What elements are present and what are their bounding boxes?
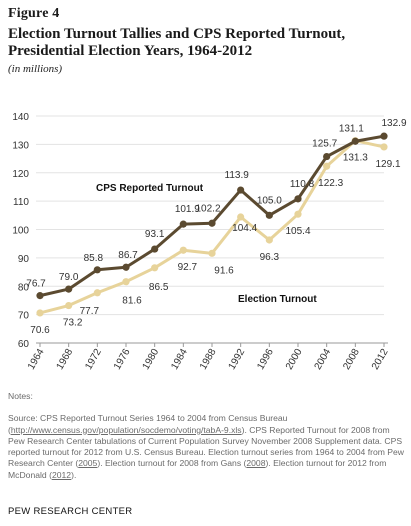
y-tick-label: 70 — [18, 311, 30, 322]
cps-point — [323, 152, 331, 161]
cps-point — [380, 132, 388, 140]
cps-point — [265, 211, 273, 219]
y-tick-label: 110 — [13, 197, 29, 208]
y-tick-label: 80 — [18, 282, 30, 293]
cps-data-label: 85.8 — [84, 253, 104, 264]
election-data-label: 70.6 — [30, 325, 50, 336]
source-link-census[interactable]: http://www.census.gov/population/socdemo… — [10, 424, 242, 435]
cps-point — [122, 263, 130, 271]
line-chart: 60 70 80 90 100 110 120 130 140 1964 1968 1972 1976 1… — [12, 112, 407, 372]
cps-point — [36, 292, 44, 300]
x-tick-label: 2008 — [341, 347, 362, 372]
election-data-label: 73.2 — [63, 318, 83, 329]
election-data-label: 131.3 — [343, 153, 368, 164]
x-tick-label: 1964 — [26, 347, 47, 372]
cps-data-label: 101.9 — [175, 204, 200, 215]
notes: Notes: Source: CPS Reported Turnout Seri… — [8, 391, 404, 481]
notes-label: Notes: — [8, 391, 33, 401]
x-tick-label: 2012 — [370, 347, 391, 372]
source-text-5: ). — [71, 469, 77, 480]
source-text-2: ). CPS Reported Turnout for 2008 from Pe… — [8, 424, 404, 469]
cps-data-label: 125.7 — [312, 139, 337, 150]
x-tick-label: 1996 — [255, 347, 276, 372]
cps-data-label: 76.7 — [26, 279, 46, 290]
cps-point — [208, 219, 216, 227]
cps-data-label: 105.0 — [257, 195, 282, 206]
cps-point — [237, 186, 245, 194]
cps-series-name: CPS Reported Turnout — [96, 183, 204, 194]
election-point — [208, 249, 216, 257]
election-point — [122, 278, 130, 286]
source-link-2012[interactable]: 2012 — [51, 469, 72, 480]
election-point — [36, 309, 44, 317]
election-data-label: 86.5 — [149, 282, 169, 293]
election-data-label: 96.3 — [260, 252, 280, 263]
x-tick-label: 1992 — [227, 347, 248, 372]
election-point — [265, 236, 273, 244]
y-tick-label: 120 — [12, 169, 29, 180]
cps-data-label: 131.1 — [339, 123, 364, 134]
source-text-3: ). Election turnout for 2008 from Gans ( — [97, 458, 247, 469]
election-point — [237, 213, 245, 221]
election-point — [294, 210, 302, 218]
source-link-2008[interactable]: 2008 — [246, 458, 266, 469]
figure-label: Figure 4 — [8, 6, 60, 21]
x-tick-label: 1968 — [55, 347, 76, 372]
election-data-label: 91.6 — [214, 265, 234, 276]
cps-data-label: 93.1 — [145, 229, 165, 240]
cps-data-label: 132.9 — [381, 118, 406, 129]
y-tick-label: 140 — [12, 112, 29, 123]
x-tick-label: 2004 — [313, 347, 334, 372]
chart-title: Election Turnout Tallies and CPS Reporte… — [8, 26, 346, 59]
cps-data-label: 113.9 — [225, 170, 250, 181]
election-data-label: 129.1 — [375, 159, 400, 170]
source-text-1: Source: CPS Reported Turnout Series 1964… — [8, 413, 288, 435]
x-tick-label: 1972 — [83, 347, 104, 372]
cps-point — [151, 245, 159, 253]
election-point — [65, 301, 73, 310]
cps-data-label: 110.8 — [290, 179, 315, 190]
cps-point — [351, 137, 359, 145]
election-point — [179, 246, 187, 254]
y-tick-label: 130 — [12, 140, 29, 151]
y-tick-label: 100 — [12, 226, 29, 237]
election-point — [93, 289, 101, 297]
x-tick-label: 1984 — [169, 347, 190, 372]
y-tick-label: 90 — [18, 254, 30, 265]
election-series-name: Election Turnout — [238, 294, 317, 305]
source-text-4: ). Election turnout for 2012 from McDona… — [8, 458, 387, 480]
cps-point — [179, 220, 187, 228]
cps-point — [93, 266, 101, 274]
y-tick-label: 60 — [18, 339, 30, 350]
election-point — [380, 143, 388, 151]
cps-point — [294, 195, 302, 203]
election-data-label: 104.4 — [232, 223, 257, 234]
x-tick-label: 1980 — [141, 347, 162, 372]
election-data-label: 92.7 — [178, 262, 198, 273]
election-point — [151, 264, 159, 272]
x-tick-label: 1988 — [198, 347, 219, 372]
cps-point — [65, 285, 73, 293]
cps-data-label: 79.0 — [59, 272, 79, 283]
source-link-2005[interactable]: 2005 — [78, 458, 98, 469]
election-data-label: 77.7 — [80, 306, 100, 317]
election-data-label: 105.4 — [285, 226, 310, 237]
election-data-label: 81.6 — [122, 296, 142, 307]
cps-data-label: 102.2 — [195, 203, 220, 214]
chart-subtitle: (in millions) — [8, 63, 63, 75]
cps-data-label: 86.7 — [118, 250, 138, 261]
x-tick-label: 1976 — [112, 347, 133, 372]
x-tick-label: 2000 — [284, 347, 305, 372]
election-point — [323, 162, 331, 170]
footer-credit: PEW RESEARCH CENTER — [8, 506, 133, 517]
election-data-label: 122.3 — [318, 178, 343, 189]
